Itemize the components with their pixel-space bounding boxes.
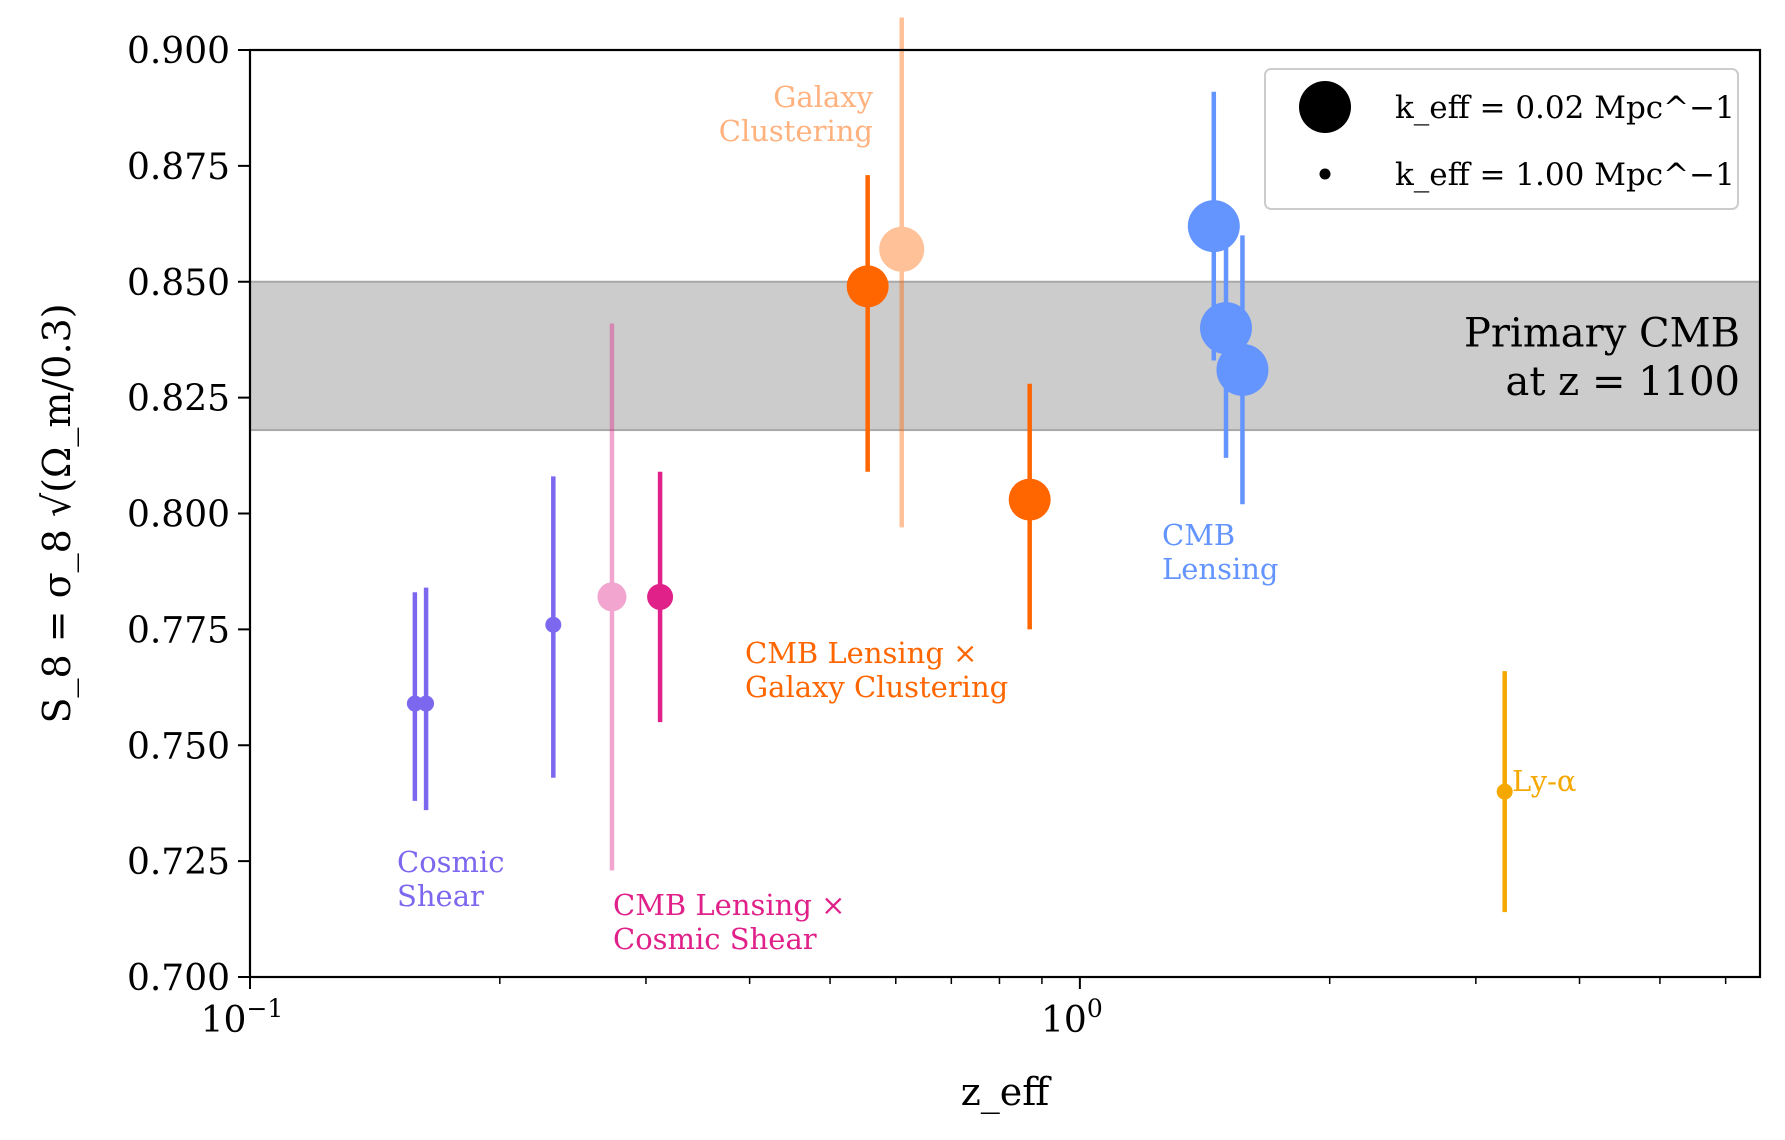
x-axis-label: z_eff bbox=[961, 1070, 1053, 1115]
group-label: Clustering bbox=[719, 114, 873, 148]
legend: k_eff = 0.02 Mpc^−1 k_eff = 1.00 Mpc^−1 bbox=[1264, 68, 1739, 210]
point-marker bbox=[1216, 343, 1269, 396]
x-tick-label: 100 bbox=[1041, 994, 1103, 1041]
group-label: CMB Lensing × bbox=[613, 888, 845, 922]
legend-marker bbox=[1299, 81, 1351, 133]
data-point bbox=[1496, 671, 1513, 913]
legend-label: k_eff = 0.02 Mpc^−1 bbox=[1395, 90, 1735, 126]
data-point bbox=[879, 17, 925, 528]
group-label: Galaxy bbox=[773, 80, 873, 114]
data-point bbox=[1200, 235, 1253, 458]
y-tick-label: 0.775 bbox=[127, 610, 230, 651]
y-tick-label: 0.725 bbox=[127, 842, 230, 883]
data-point bbox=[1008, 383, 1051, 630]
group-label: CMB Lensing × bbox=[745, 636, 977, 670]
plot-frame bbox=[248, 48, 1762, 979]
data-point bbox=[1216, 235, 1269, 505]
group-label: Lensing bbox=[1162, 552, 1279, 586]
y-tick-label: 0.700 bbox=[127, 958, 230, 999]
legend-label: k_eff = 1.00 Mpc^−1 bbox=[1395, 157, 1735, 193]
group-label: Cosmic bbox=[397, 845, 505, 879]
y-tick-label: 0.825 bbox=[127, 379, 230, 420]
band-label-line2: at z = 1100 bbox=[1506, 359, 1740, 405]
group-label: CMB bbox=[1162, 518, 1235, 552]
y-tick-label: 0.875 bbox=[127, 147, 230, 188]
data-point bbox=[647, 471, 674, 723]
data-point bbox=[846, 175, 889, 472]
point-marker bbox=[597, 582, 627, 612]
group-label: Galaxy Clustering bbox=[745, 670, 1008, 704]
y-tick-label: 0.900 bbox=[127, 31, 230, 72]
primary-cmb-band bbox=[249, 280, 1761, 432]
group-label: Ly-α bbox=[1512, 764, 1577, 798]
point-marker bbox=[545, 616, 562, 633]
data-point bbox=[545, 476, 562, 778]
data-point bbox=[597, 323, 627, 871]
group-label: Shear bbox=[397, 879, 484, 913]
data-point bbox=[406, 592, 423, 801]
y-tick-label: 0.850 bbox=[127, 263, 230, 304]
point-marker bbox=[846, 265, 889, 308]
y-tick-label: 0.750 bbox=[127, 726, 230, 767]
data-points-layer bbox=[406, 17, 1513, 913]
legend-box bbox=[1264, 68, 1739, 210]
point-marker bbox=[879, 226, 925, 272]
point-marker bbox=[418, 695, 435, 712]
group-label: Cosmic Shear bbox=[613, 922, 817, 956]
point-marker bbox=[1496, 783, 1513, 800]
axis-labels: z_eff S_8 = σ_8 √(Ω_m/0.3) bbox=[35, 303, 1052, 1115]
point-marker bbox=[1008, 478, 1051, 521]
x-tick-label: 10−1 bbox=[201, 994, 284, 1041]
y-tick-label: 0.800 bbox=[127, 495, 230, 536]
tick-marks-layer: 0.700 0.725 0.750 0.775 0.800 0.825 0.850 0.875… bbox=[127, 31, 1727, 1041]
point-marker bbox=[647, 583, 674, 610]
legend-marker bbox=[1319, 168, 1331, 180]
band-label-line1: Primary CMB bbox=[1464, 311, 1740, 357]
data-point bbox=[418, 587, 435, 811]
point-marker bbox=[406, 695, 423, 712]
point-marker bbox=[1200, 302, 1253, 355]
y-axis-label: S_8 = σ_8 √(Ω_m/0.3) bbox=[35, 303, 80, 723]
point-marker bbox=[1187, 200, 1240, 253]
